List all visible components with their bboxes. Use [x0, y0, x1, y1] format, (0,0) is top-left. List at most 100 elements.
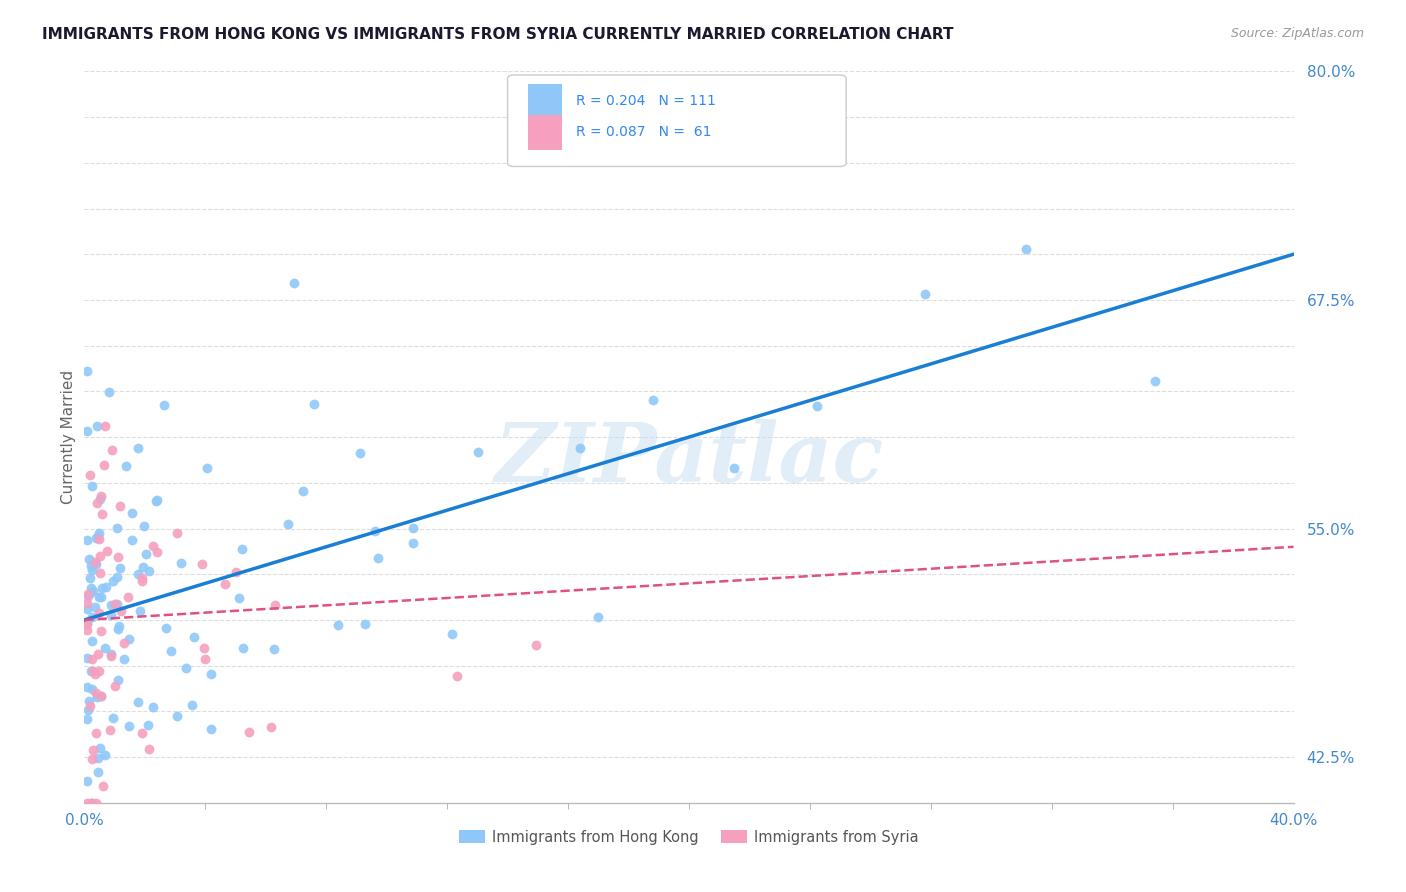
- Point: [228, 591, 250, 605]
- Point: [108, 499, 131, 513]
- Point: [586, 610, 609, 624]
- Point: [107, 521, 129, 535]
- Point: [80, 652, 103, 666]
- Point: [108, 560, 131, 574]
- Point: [93, 458, 115, 472]
- Point: [87, 532, 110, 546]
- Point: [153, 398, 176, 412]
- Point: [174, 661, 197, 675]
- Point: [364, 524, 387, 538]
- Point: [402, 536, 425, 550]
- Point: [132, 560, 155, 574]
- Point: [82, 682, 104, 697]
- Point: [79, 698, 101, 713]
- Point: [166, 708, 188, 723]
- Point: [76, 651, 98, 665]
- Point: [263, 641, 285, 656]
- Point: [127, 695, 149, 709]
- Point: [76, 364, 98, 378]
- Point: [806, 399, 828, 413]
- Point: [569, 442, 592, 456]
- Point: [402, 521, 425, 535]
- Point: [110, 603, 132, 617]
- Legend: Immigrants from Hong Kong, Immigrants from Syria: Immigrants from Hong Kong, Immigrants fr…: [453, 823, 925, 850]
- Point: [90, 489, 112, 503]
- Point: [112, 636, 135, 650]
- Point: [79, 665, 101, 679]
- Point: [90, 624, 112, 638]
- Point: [77, 694, 100, 708]
- Point: [87, 664, 110, 678]
- Point: [86, 690, 108, 704]
- Point: [115, 459, 138, 474]
- Point: [87, 764, 110, 779]
- Point: [104, 597, 127, 611]
- Point: [98, 723, 121, 737]
- Point: [349, 446, 371, 460]
- Point: [138, 564, 160, 578]
- Y-axis label: Currently Married: Currently Married: [60, 370, 76, 504]
- Point: [145, 494, 167, 508]
- Point: [76, 617, 98, 632]
- Point: [80, 563, 103, 577]
- Point: [76, 681, 98, 695]
- Point: [146, 545, 169, 559]
- Point: [82, 743, 104, 757]
- Point: [283, 276, 305, 290]
- Text: Source: ZipAtlas.com: Source: ZipAtlas.com: [1230, 27, 1364, 40]
- Point: [84, 686, 107, 700]
- Point: [82, 479, 104, 493]
- Point: [84, 531, 107, 545]
- Point: [100, 598, 122, 612]
- Point: [524, 638, 547, 652]
- Point: [105, 597, 128, 611]
- Point: [76, 596, 98, 610]
- Point: [446, 668, 468, 682]
- Point: [82, 796, 104, 810]
- Point: [107, 570, 129, 584]
- Point: [96, 580, 118, 594]
- Point: [440, 627, 463, 641]
- Point: [232, 640, 254, 655]
- Point: [80, 796, 103, 810]
- Point: [214, 576, 236, 591]
- Point: [80, 634, 103, 648]
- Point: [181, 698, 204, 712]
- Point: [263, 598, 285, 612]
- Point: [84, 796, 107, 810]
- Point: [134, 519, 156, 533]
- Point: [118, 632, 141, 647]
- Point: [141, 700, 163, 714]
- Point: [76, 587, 98, 601]
- Point: [260, 720, 283, 734]
- Point: [91, 507, 114, 521]
- Point: [90, 689, 112, 703]
- Point: [121, 507, 143, 521]
- Point: [94, 641, 117, 656]
- Text: R = 0.204   N = 111: R = 0.204 N = 111: [576, 95, 717, 108]
- Point: [91, 780, 114, 794]
- Point: [86, 751, 108, 765]
- Point: [131, 571, 153, 585]
- Point: [127, 567, 149, 582]
- Point: [225, 566, 247, 580]
- Point: [191, 558, 214, 572]
- Point: [641, 393, 664, 408]
- Point: [90, 689, 112, 703]
- Point: [231, 542, 253, 557]
- Point: [84, 725, 107, 739]
- Point: [112, 651, 135, 665]
- Point: [76, 773, 98, 788]
- Point: [89, 606, 111, 620]
- Point: [195, 461, 218, 475]
- Point: [135, 547, 157, 561]
- Text: ZIPatlас: ZIPatlас: [495, 419, 883, 499]
- Point: [82, 664, 104, 678]
- Point: [96, 543, 118, 558]
- Point: [91, 582, 114, 596]
- Point: [200, 722, 222, 736]
- Point: [131, 725, 153, 739]
- Point: [146, 493, 169, 508]
- Point: [291, 483, 314, 498]
- Point: [76, 602, 98, 616]
